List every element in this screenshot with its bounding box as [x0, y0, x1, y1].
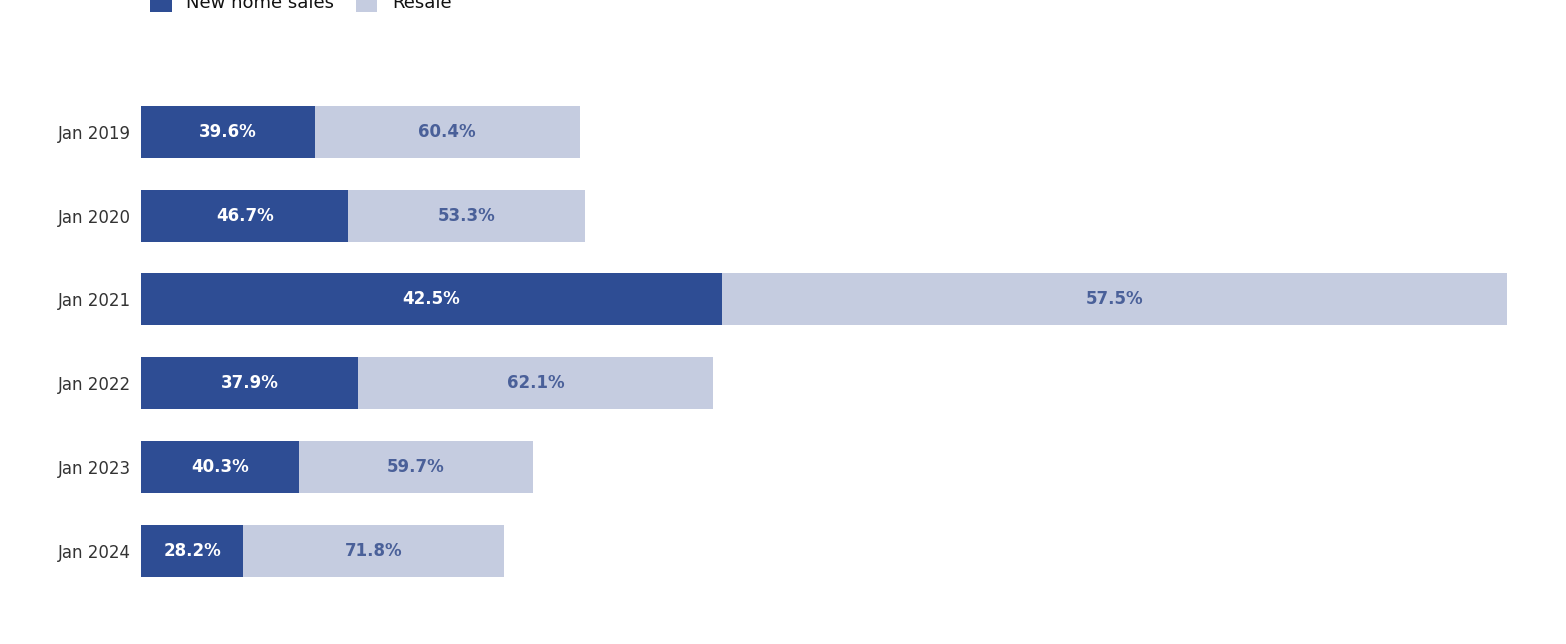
Text: 60.4%: 60.4% [418, 123, 476, 141]
Bar [141, 189, 348, 242]
Text: 39.6%: 39.6% [199, 123, 257, 141]
Bar [359, 357, 714, 409]
Text: 57.5%: 57.5% [1085, 290, 1143, 308]
Bar [141, 274, 722, 325]
Text: 62.1%: 62.1% [507, 374, 564, 392]
Legend: New home sales, Resale: New home sales, Resale [150, 0, 451, 12]
Text: 59.7%: 59.7% [387, 458, 445, 476]
Bar [348, 189, 586, 242]
Bar [315, 106, 579, 158]
Bar [141, 525, 243, 577]
Bar [299, 441, 532, 493]
Text: 28.2%: 28.2% [163, 542, 221, 560]
Text: 53.3%: 53.3% [438, 207, 495, 225]
Text: 40.3%: 40.3% [191, 458, 249, 476]
Bar [243, 525, 504, 577]
Text: 46.7%: 46.7% [216, 207, 274, 225]
Text: 42.5%: 42.5% [402, 290, 460, 308]
Bar [141, 357, 359, 409]
Text: 71.8%: 71.8% [345, 542, 402, 560]
Bar [722, 274, 1508, 325]
Text: 37.9%: 37.9% [221, 374, 279, 392]
Bar [141, 441, 299, 493]
Bar [141, 106, 315, 158]
